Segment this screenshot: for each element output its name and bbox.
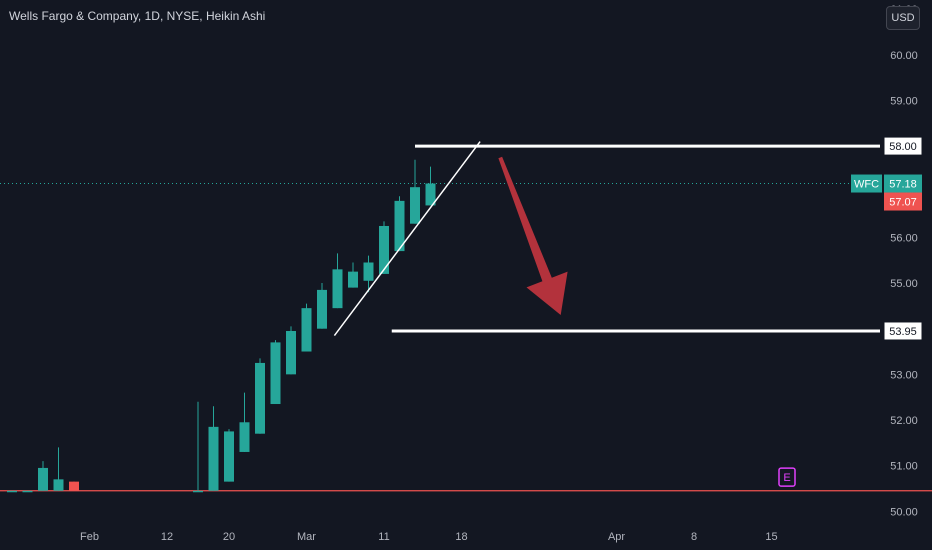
candle-body-8 bbox=[239, 422, 250, 452]
candle-body-16 bbox=[363, 262, 374, 281]
annotation-layer[interactable]: E bbox=[333, 141, 880, 487]
candle-body-13 bbox=[317, 289, 327, 329]
earnings-marker-label: E bbox=[783, 472, 790, 484]
candle-body-15 bbox=[348, 271, 358, 288]
chart-title: Wells Fargo & Company, 1D, NYSE, Heikin … bbox=[9, 9, 266, 23]
current-price-label: 57.18 bbox=[889, 179, 917, 191]
close-price-box bbox=[884, 192, 922, 211]
currency-button[interactable]: USD bbox=[886, 6, 920, 30]
candle-body-9 bbox=[255, 362, 265, 434]
x-tick-label-6: Apr bbox=[608, 531, 625, 543]
candle-body-19 bbox=[410, 187, 420, 224]
candle-body-0 bbox=[7, 490, 17, 493]
y-tick-label-8: 53.00 bbox=[890, 369, 918, 381]
y-tick-label-1: 60.00 bbox=[890, 50, 918, 62]
candle-body-5 bbox=[193, 490, 203, 493]
x-tick-label-0: Feb bbox=[80, 531, 99, 543]
level-label-1: 53.95 bbox=[889, 326, 917, 338]
candle-body-14 bbox=[332, 269, 343, 309]
y-tick-label-2: 59.00 bbox=[890, 95, 918, 107]
y-tick-label-6: 55.00 bbox=[890, 278, 918, 290]
level-label-box-0 bbox=[883, 136, 923, 156]
trend-line[interactable] bbox=[333, 141, 481, 336]
x-tick-label-2: 20 bbox=[223, 531, 235, 543]
symbol-tag: WFC bbox=[854, 179, 879, 191]
y-tick-label-11: 50.00 bbox=[890, 506, 918, 518]
x-tick-label-5: 18 bbox=[455, 531, 467, 543]
candle-body-6 bbox=[208, 426, 219, 491]
level-label-box-1 bbox=[883, 321, 923, 341]
candle-body-20 bbox=[425, 183, 436, 206]
axis-layer: 61.0060.0059.0058.0057.0056.0055.0054.00… bbox=[80, 4, 923, 543]
candle-body-18 bbox=[394, 200, 405, 252]
candle-body-2 bbox=[38, 467, 48, 491]
close-price-label: 57.07 bbox=[889, 197, 917, 209]
down-arrow-icon[interactable] bbox=[498, 156, 568, 315]
candle-body-10 bbox=[270, 342, 281, 405]
current-price-box bbox=[884, 174, 922, 193]
x-tick-label-3: Mar bbox=[297, 531, 316, 543]
level-label-0: 58.00 bbox=[889, 141, 917, 153]
candle-body-1 bbox=[22, 490, 33, 493]
x-tick-label-1: 12 bbox=[161, 531, 173, 543]
x-tick-label-7: 8 bbox=[691, 531, 697, 543]
candle-body-4 bbox=[69, 481, 79, 491]
candle-layer bbox=[0, 159, 850, 493]
symbol-tag-box bbox=[851, 174, 882, 193]
candle-body-3 bbox=[53, 479, 64, 491]
candle-body-11 bbox=[286, 330, 296, 375]
y-tick-label-5: 56.00 bbox=[890, 232, 918, 244]
candle-body-12 bbox=[301, 308, 312, 352]
y-tick-label-10: 51.00 bbox=[890, 461, 918, 473]
y-tick-label-9: 52.00 bbox=[890, 415, 918, 427]
earnings-marker-icon[interactable] bbox=[778, 467, 796, 487]
candle-body-7 bbox=[224, 431, 234, 482]
candle-body-17 bbox=[379, 225, 389, 274]
x-tick-label-4: 11 bbox=[378, 531, 389, 543]
x-tick-label-8: 15 bbox=[765, 531, 777, 543]
